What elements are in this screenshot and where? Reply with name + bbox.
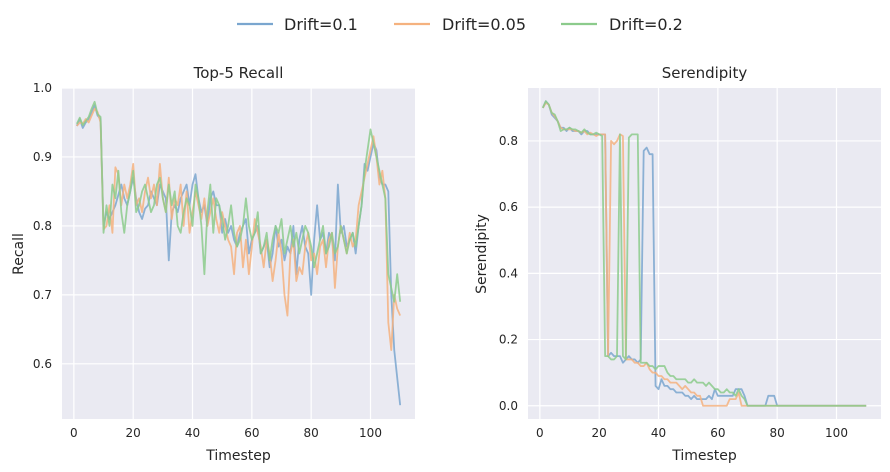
serendipity-series-lines [542, 100, 867, 407]
serendipity-y-tick-label: 0.2 [499, 333, 518, 347]
recall-tick-labels: 0 20 40 60 80 100 0.6 0.7 0.8 0.9 1.0 [33, 81, 382, 440]
recall-y-tick-label: 0.9 [33, 150, 52, 164]
serendipity-series-line-drift-0-2 [542, 100, 867, 407]
recall-x-tick-label: 20 [126, 426, 141, 440]
recall-x-tick-label: 0 [70, 426, 78, 440]
recall-gridlines [62, 87, 415, 419]
recall-y-tick-label: 0.8 [33, 219, 52, 233]
serendipity-x-tick-label: 80 [770, 426, 785, 440]
recall-chart: 0 20 40 60 80 100 0.6 0.7 0.8 0.9 1.0 Top-5 Recall… [11, 64, 415, 464]
recall-series-lines [76, 100, 402, 406]
serendipity-x-tick-label: 60 [710, 426, 725, 440]
serendipity-x-tick-label: 100 [825, 426, 848, 440]
recall-y-tick-label: 1.0 [33, 81, 52, 95]
recall-y-tick-label: 0.7 [33, 288, 52, 302]
serendipity-y-tick-label: 0.6 [499, 200, 518, 214]
recall-y-axis-label: Recall [11, 233, 27, 275]
serendipity-x-tick-label: 0 [536, 426, 544, 440]
serendipity-x-tick-label: 20 [592, 426, 607, 440]
recall-series-line-drift-0-2 [76, 100, 402, 303]
recall-x-axis-label: Timestep [205, 448, 271, 464]
legend: Drift=0.1 Drift=0.05 Drift=0.2 [237, 15, 683, 34]
recall-x-tick-label: 80 [304, 426, 319, 440]
serendipity-y-axis-label: Serendipity [474, 214, 490, 294]
serendipity-y-tick-label: 0.4 [499, 266, 518, 280]
recall-chart-title: Top-5 Recall [193, 64, 284, 82]
legend-label-drift-0-05: Drift=0.05 [442, 15, 526, 34]
recall-x-tick-label: 60 [244, 426, 259, 440]
legend-label-drift-0-1: Drift=0.1 [284, 15, 358, 34]
recall-x-tick-label: 100 [359, 426, 382, 440]
serendipity-y-tick-label: 0.0 [499, 399, 518, 413]
serendipity-x-axis-label: Timestep [671, 448, 737, 464]
serendipity-x-tick-label: 40 [651, 426, 666, 440]
serendipity-plot-area [528, 88, 881, 419]
serendipity-tick-labels: 0 20 40 60 80 100 0.0 0.2 0.4 0.6 0.8 [499, 134, 848, 440]
serendipity-y-tick-label: 0.8 [499, 134, 518, 148]
recall-plot-area [62, 88, 415, 419]
serendipity-chart-title: Serendipity [662, 64, 748, 82]
recall-y-tick-label: 0.6 [33, 357, 52, 371]
recall-x-tick-label: 40 [185, 426, 200, 440]
legend-label-drift-0-2: Drift=0.2 [609, 15, 683, 34]
